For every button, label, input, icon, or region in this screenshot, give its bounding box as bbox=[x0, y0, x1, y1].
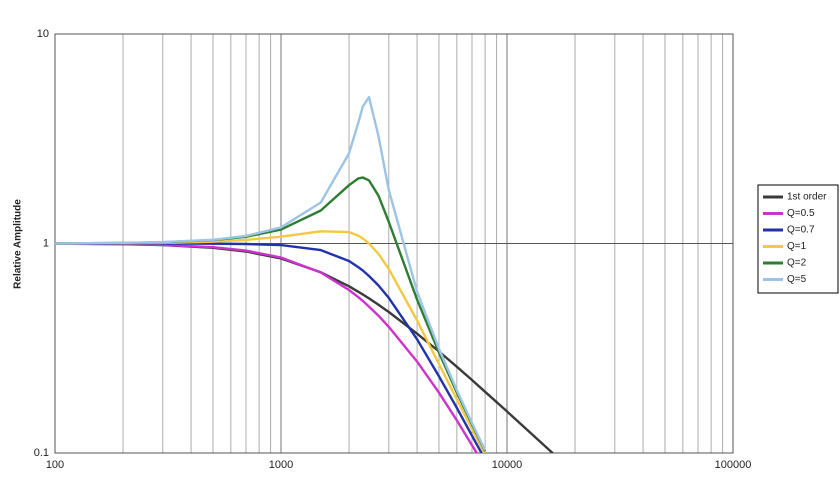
y-tick-label: 1 bbox=[43, 237, 49, 249]
series-line bbox=[55, 242, 479, 453]
y-tick-label: 10 bbox=[37, 28, 49, 40]
series-line bbox=[55, 95, 487, 451]
legend-label: Q=0.7 bbox=[787, 225, 815, 236]
x-tick-label: 1000 bbox=[269, 459, 293, 471]
series-line bbox=[55, 242, 483, 453]
x-tick-label: 100 bbox=[46, 459, 64, 471]
legend-label: Q=1 bbox=[787, 241, 807, 252]
series-line bbox=[55, 242, 554, 453]
series-line bbox=[55, 176, 487, 452]
legend-label: Q=5 bbox=[787, 274, 807, 285]
x-tick-label: 10000 bbox=[492, 459, 523, 471]
plot-area bbox=[55, 95, 554, 453]
legend-label: 1st order bbox=[787, 192, 827, 203]
y-tick-label: 0.1 bbox=[34, 447, 49, 459]
legend-label: Q=0.5 bbox=[787, 208, 815, 219]
series-line bbox=[55, 230, 486, 453]
legend-box bbox=[757, 184, 839, 294]
legend-label: Q=2 bbox=[787, 258, 807, 269]
x-tick-label: 100000 bbox=[715, 459, 752, 471]
y-axis-label: Relative Amplitude bbox=[13, 199, 24, 289]
